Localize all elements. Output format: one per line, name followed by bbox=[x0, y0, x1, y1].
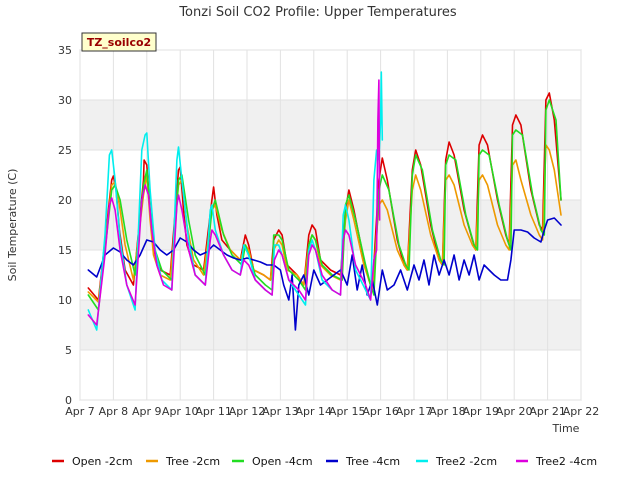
badge-box bbox=[81, 32, 157, 52]
legend-label: Tree2 -2cm bbox=[435, 455, 497, 468]
gridlines bbox=[79, 49, 582, 401]
chart-title: Tonzi Soil CO2 Profile: Upper Temperatur… bbox=[178, 5, 457, 20]
x-tick-label: Apr 13 bbox=[262, 405, 299, 418]
x-tick-label: Apr 21 bbox=[529, 405, 566, 418]
legend-item: Open -2cm bbox=[52, 455, 133, 468]
series-line-4 bbox=[87, 71, 384, 331]
x-tick-label: Apr 11 bbox=[195, 405, 232, 418]
plot-band bbox=[80, 300, 581, 350]
y-tick-label: 30 bbox=[58, 94, 72, 107]
y-tick-label: 35 bbox=[58, 44, 72, 57]
x-tick-label: Apr 19 bbox=[463, 405, 500, 418]
plot-band bbox=[80, 50, 581, 100]
legend-item: Tree2 -4cm bbox=[516, 455, 597, 468]
x-tick-label: Apr 15 bbox=[329, 405, 366, 418]
legend-label: Tree -4cm bbox=[345, 455, 400, 468]
x-tick-label: Apr 22 bbox=[563, 405, 600, 418]
x-tick-label: Apr 10 bbox=[162, 405, 199, 418]
legend-item: Open -4cm bbox=[232, 455, 313, 468]
series-line-3 bbox=[87, 217, 562, 331]
legend: Open -2cm Tree -2cm Open -4cm Tree -4cm Tree… bbox=[52, 455, 597, 468]
plot-bands bbox=[79, 49, 582, 401]
y-tick-label: 25 bbox=[58, 144, 72, 157]
y-tick-label: 20 bbox=[58, 194, 72, 207]
legend-item: Tree -2cm bbox=[146, 455, 220, 468]
y-tick-label: 10 bbox=[58, 294, 72, 307]
y-axis-ticks: 0 5 10 15 20 25 30 35 bbox=[58, 44, 72, 407]
x-tick-label: Apr 9 bbox=[132, 405, 162, 418]
plot-band bbox=[80, 350, 581, 400]
plot-band bbox=[80, 100, 581, 150]
x-tick-label: Apr 17 bbox=[396, 405, 433, 418]
x-tick-label: Apr 18 bbox=[429, 405, 466, 418]
legend-item: Tree2 -2cm bbox=[416, 455, 497, 468]
y-axis-label: Soil Temperature (C) bbox=[6, 169, 19, 282]
legend-label: Tree2 -4cm bbox=[535, 455, 597, 468]
x-tick-label: Apr 12 bbox=[229, 405, 266, 418]
x-tick-label: Apr 7 bbox=[65, 405, 95, 418]
y-tick-label: 0 bbox=[65, 394, 72, 407]
x-tick-label: Apr 8 bbox=[99, 405, 129, 418]
legend-item: Tree -4cm bbox=[326, 455, 400, 468]
series-layer bbox=[87, 71, 562, 331]
x-tick-label: Apr 14 bbox=[296, 405, 333, 418]
legend-label: Tree -2cm bbox=[165, 455, 220, 468]
y-tick-label: 5 bbox=[65, 344, 72, 357]
y-tick-label: 15 bbox=[58, 244, 72, 257]
series-line-5 bbox=[87, 79, 381, 326]
legend-label: Open -2cm bbox=[72, 455, 133, 468]
plot-band bbox=[80, 150, 581, 200]
x-tick-label: Apr 16 bbox=[362, 405, 399, 418]
x-tick-label: Apr 20 bbox=[496, 405, 533, 418]
badge-label: TZ_soilco2 bbox=[87, 36, 151, 49]
badge: TZ_soilco2 bbox=[81, 32, 157, 52]
x-axis-label: Time bbox=[552, 422, 580, 435]
legend-label: Open -4cm bbox=[252, 455, 313, 468]
